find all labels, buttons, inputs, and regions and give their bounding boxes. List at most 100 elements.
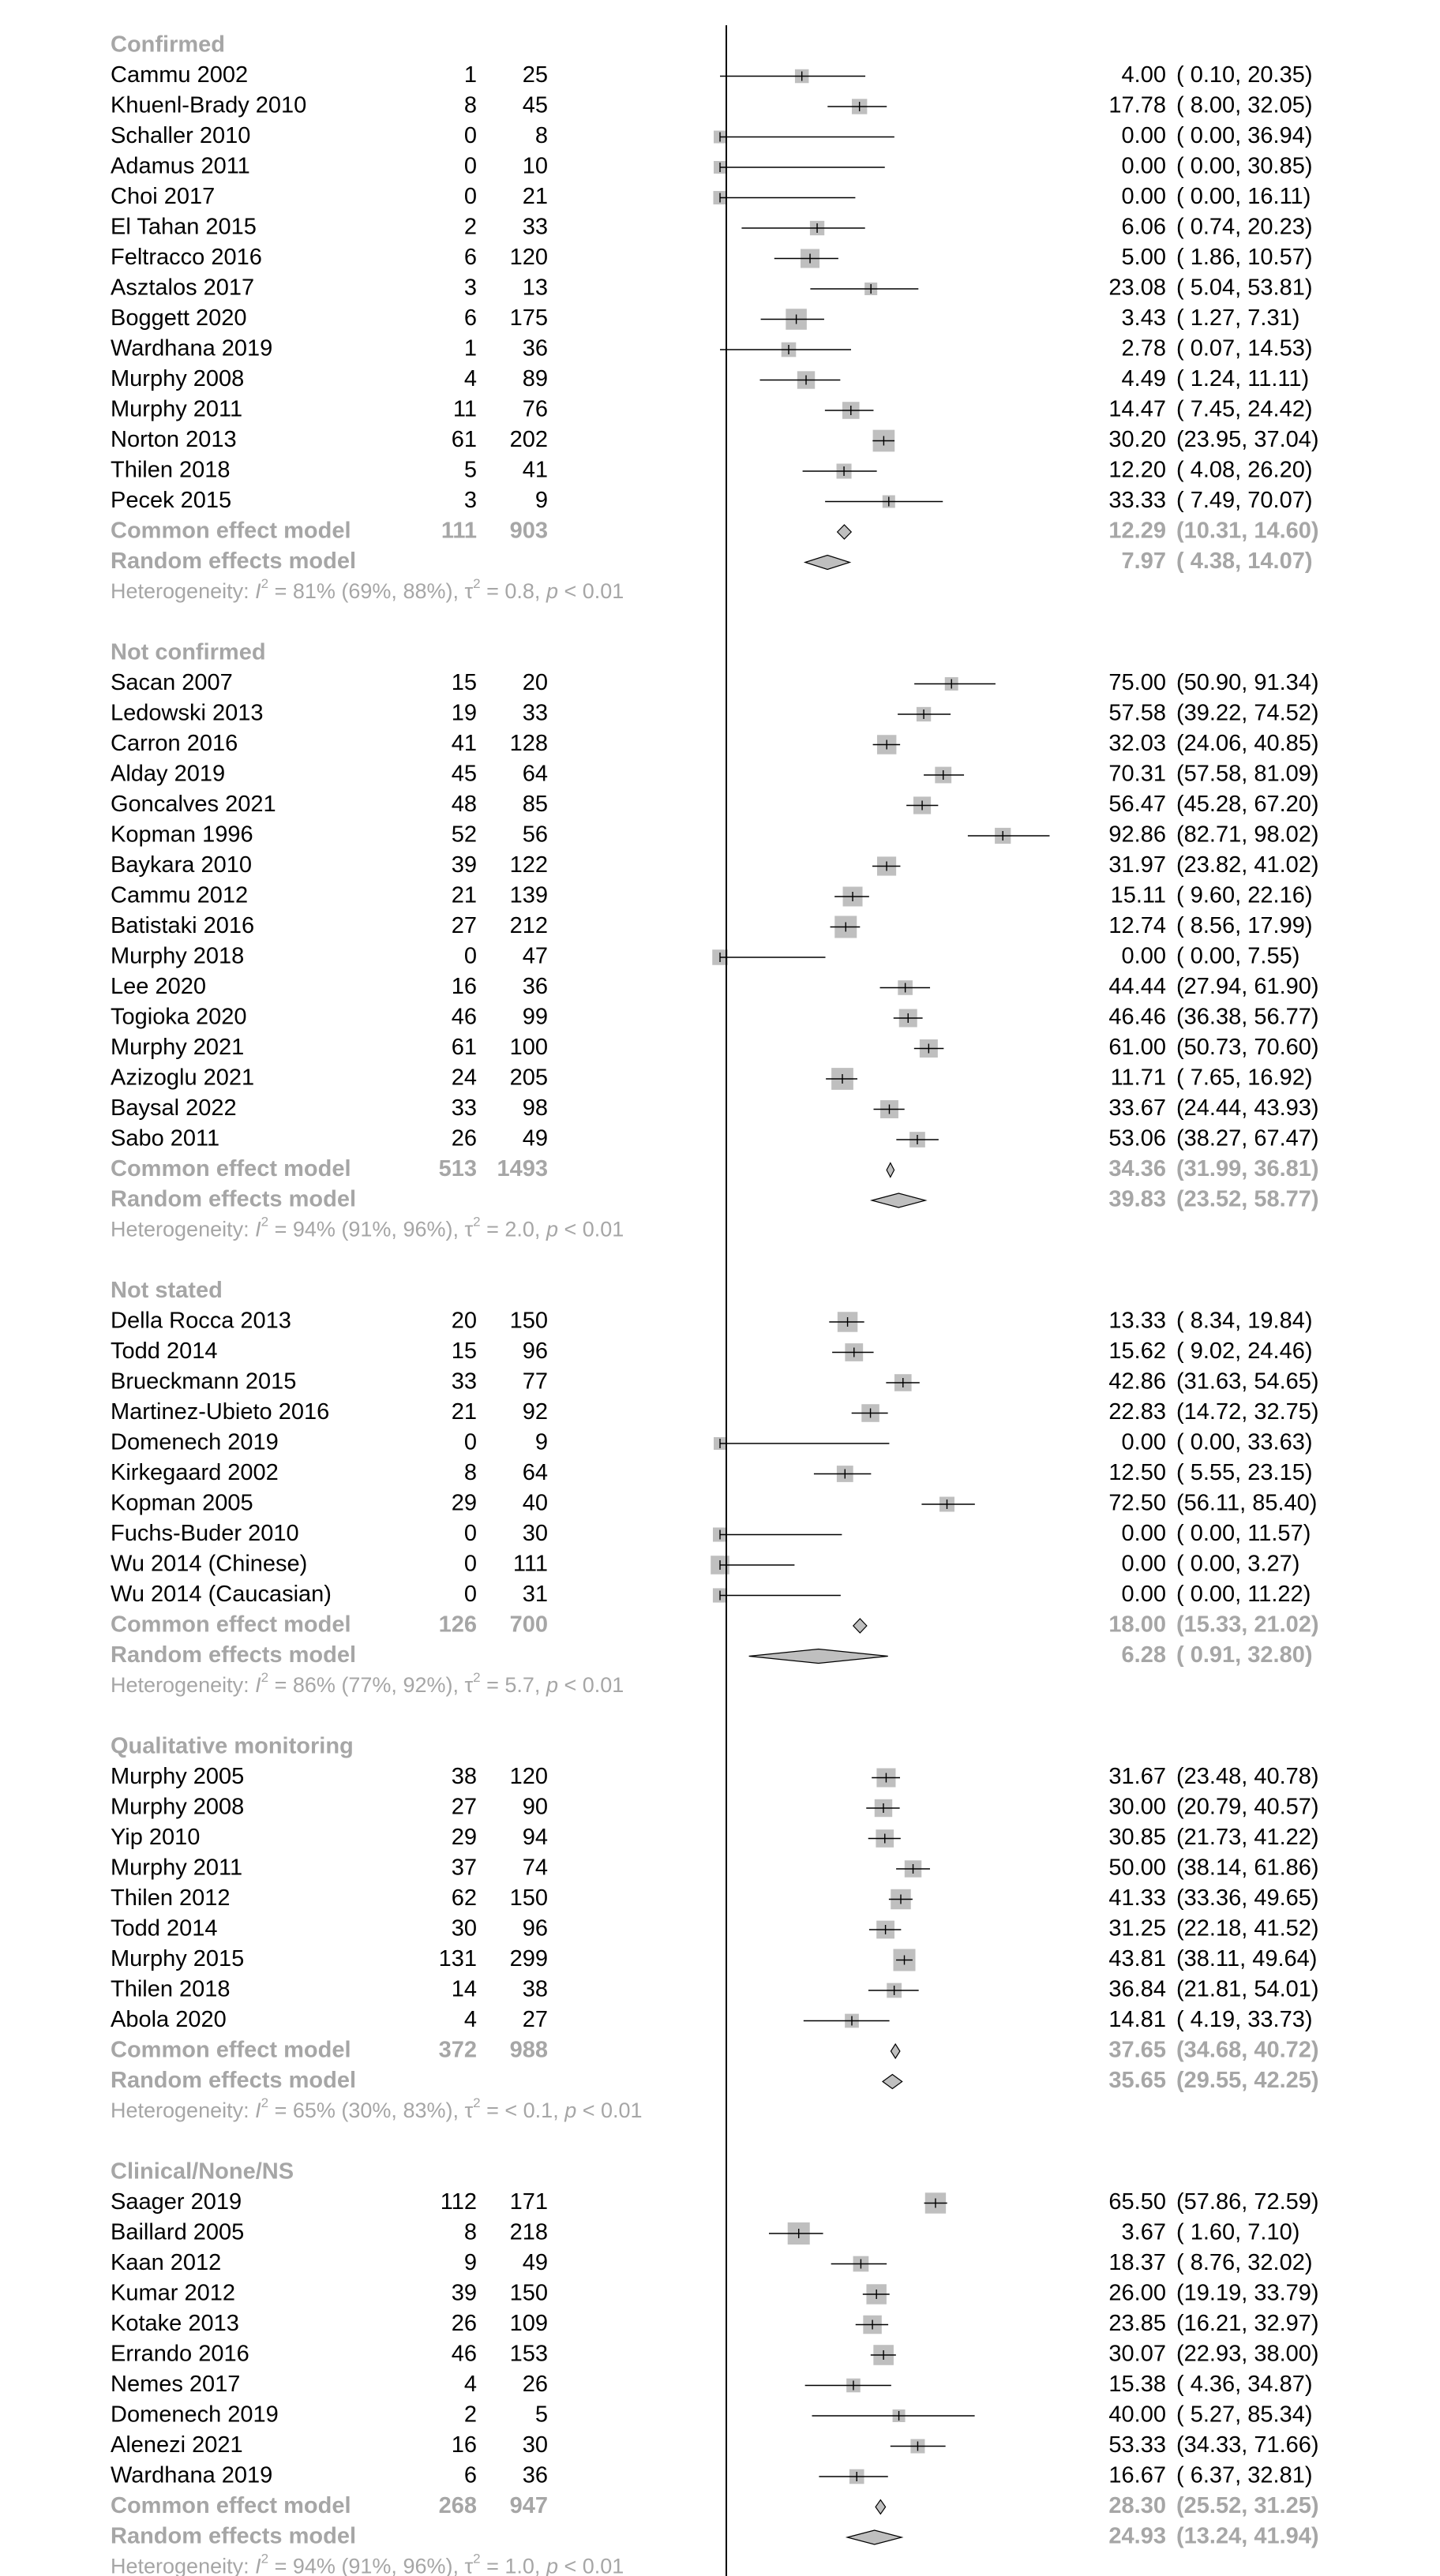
heterogeneity-prefix: Heterogeneity: <box>111 579 255 603</box>
common-effect-events: 111 <box>441 519 477 544</box>
study-estimate: 53.33 <box>1108 2432 1166 2458</box>
study-estimate: 22.83 <box>1108 1399 1166 1425</box>
study-label: Murphy 2011 <box>111 1855 242 1881</box>
tau-value: = 5.7, <box>481 1673 546 1697</box>
tau-superscript: 2 <box>473 1215 480 1230</box>
random-effects-diamond <box>869 1193 928 1208</box>
tau-value: = 2.0, <box>481 1218 546 1241</box>
study-ci: (23.95, 37.04) <box>1176 427 1319 452</box>
study-label: Thilen 2018 <box>111 458 231 483</box>
study-events: 3 <box>464 488 477 513</box>
study-ci: ( 5.27, 85.34) <box>1176 2402 1313 2428</box>
study-ci: (36.38, 56.77) <box>1176 1005 1319 1030</box>
study-events: 26 <box>452 2311 477 2336</box>
i2-value: = 86% (77%, 92%), <box>268 1673 464 1697</box>
study-total: 26 <box>523 2372 548 2397</box>
heterogeneity-prefix: Heterogeneity: <box>111 1218 255 1241</box>
study-events: 48 <box>452 792 477 817</box>
study-estimate: 31.97 <box>1108 852 1166 878</box>
p-value: < 0.01 <box>558 579 624 603</box>
study-estimate: 12.50 <box>1108 1460 1166 1485</box>
study-total: 99 <box>523 1005 548 1030</box>
study-ci: ( 8.56, 17.99) <box>1176 913 1313 938</box>
study-estimate: 92.86 <box>1108 822 1166 848</box>
study-events: 6 <box>464 245 477 270</box>
study-estimate: 33.67 <box>1108 1095 1166 1121</box>
study-label: Wu 2014 (Chinese) <box>111 1552 307 1577</box>
random-effects-label: Random effects model <box>111 2524 356 2549</box>
random-effects-label: Random effects model <box>111 1642 356 1668</box>
study-ci: (27.94, 61.90) <box>1176 974 1319 999</box>
study-label: Todd 2014 <box>111 1916 217 1941</box>
p-symbol: p <box>546 2555 558 2576</box>
study-label: Schaller 2010 <box>111 123 250 148</box>
study-events: 0 <box>464 944 477 969</box>
study-events: 4 <box>464 2372 477 2397</box>
study-label: Alenezi 2021 <box>111 2432 243 2458</box>
study-events: 41 <box>452 731 477 756</box>
study-total: 30 <box>523 2432 548 2458</box>
subgroup-label: Not confirmed <box>111 640 266 665</box>
study-estimate: 70.31 <box>1108 762 1166 787</box>
study-estimate: 12.20 <box>1108 458 1166 483</box>
i2-symbol: I <box>255 2555 261 2576</box>
study-label: Sabo 2011 <box>111 1126 219 1151</box>
random-effects-estimate: 39.83 <box>1108 1187 1166 1212</box>
i2-value: = 81% (69%, 88%), <box>268 579 464 603</box>
i2-value: = 94% (91%, 96%), <box>268 2555 464 2576</box>
study-ci: ( 0.00, 16.11) <box>1176 184 1311 209</box>
study-estimate: 75.00 <box>1108 670 1166 695</box>
i2-superscript: 2 <box>261 1670 268 1685</box>
study-total: 49 <box>523 1126 548 1151</box>
study-total: 64 <box>523 762 548 787</box>
study-estimate: 17.78 <box>1108 93 1166 118</box>
study-estimate: 46.46 <box>1108 1005 1166 1030</box>
study-label: Khuenl-Brady 2010 <box>111 93 306 118</box>
study-total: 85 <box>523 792 548 817</box>
common-effect-label: Common effect model <box>111 2493 351 2518</box>
study-total: 150 <box>510 1885 548 1911</box>
study-estimate: 0.00 <box>1122 1582 1166 1607</box>
study-label: Errando 2016 <box>111 2342 249 2367</box>
study-estimate: 31.25 <box>1108 1916 1166 1941</box>
common-effect-estimate: 37.65 <box>1108 2038 1166 2063</box>
study-ci: ( 1.24, 11.11) <box>1176 366 1309 391</box>
study-label: Murphy 2011 <box>111 397 242 422</box>
tau-value: = < 0.1, <box>481 2099 565 2122</box>
study-ci: ( 7.45, 24.42) <box>1176 397 1313 422</box>
study-total: 31 <box>523 1582 548 1607</box>
study-total: 25 <box>523 62 548 88</box>
p-value: < 0.01 <box>576 2099 642 2122</box>
study-estimate: 5.00 <box>1122 245 1166 270</box>
study-label: Boggett 2020 <box>111 305 247 331</box>
study-estimate: 16.67 <box>1108 2463 1166 2488</box>
study-estimate: 30.00 <box>1108 1795 1166 1820</box>
study-label: Abola 2020 <box>111 2007 227 2032</box>
random-effects-ci: (29.55, 42.25) <box>1176 2068 1319 2093</box>
study-events: 46 <box>452 2342 477 2367</box>
p-symbol: p <box>546 1673 558 1697</box>
study-label: Wu 2014 (Caucasian) <box>111 1582 332 1607</box>
study-estimate: 43.81 <box>1108 1946 1166 1971</box>
study-events: 0 <box>464 1521 477 1546</box>
study-label: Norton 2013 <box>111 427 237 452</box>
study-ci: (24.06, 40.85) <box>1176 731 1319 756</box>
study-total: 40 <box>523 1491 548 1516</box>
study-events: 0 <box>464 154 477 179</box>
random-effects-estimate: 7.97 <box>1122 549 1166 574</box>
study-total: 9 <box>535 488 548 513</box>
common-effect-label: Common effect model <box>111 1612 351 1638</box>
study-label: Kirkegaard 2002 <box>111 1460 279 1485</box>
study-label: Della Rocca 2013 <box>111 1309 291 1334</box>
study-ci: ( 0.00, 30.85) <box>1176 154 1313 179</box>
i2-symbol: I <box>255 1673 261 1697</box>
study-ci: (38.14, 61.86) <box>1176 1855 1319 1881</box>
study-events: 6 <box>464 305 477 331</box>
study-label: Fuchs-Buder 2010 <box>111 1521 299 1546</box>
study-label: Wardhana 2019 <box>111 2463 272 2488</box>
study-total: 94 <box>523 1825 548 1850</box>
common-effect-label: Common effect model <box>111 1156 351 1181</box>
study-label: Murphy 2021 <box>111 1035 244 1060</box>
study-total: 90 <box>523 1795 548 1820</box>
study-events: 46 <box>452 1005 477 1030</box>
